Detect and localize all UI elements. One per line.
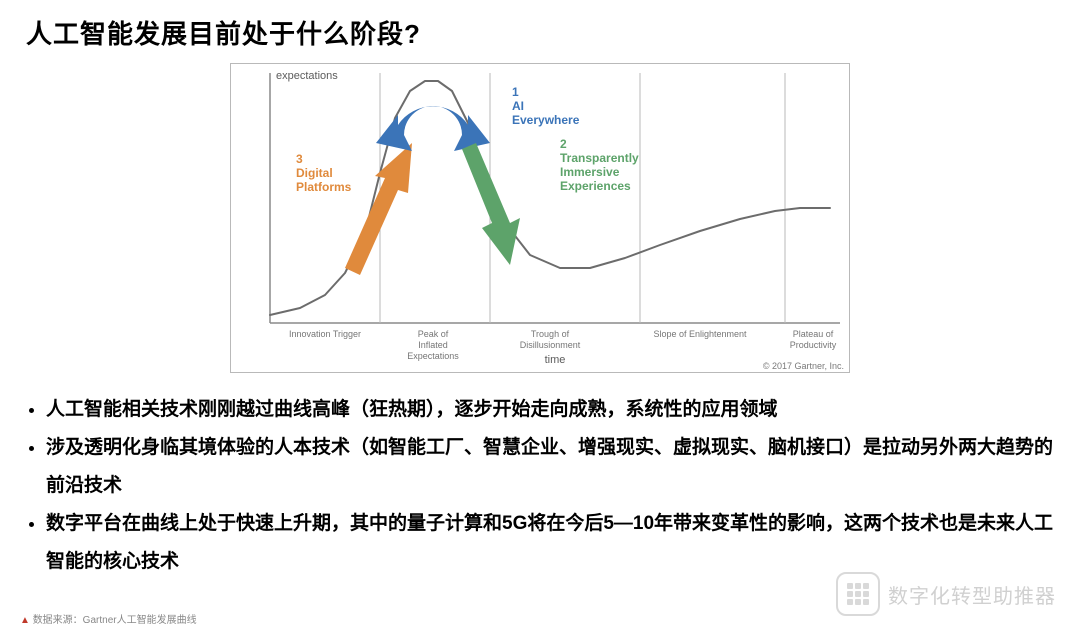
bullet-item: 涉及透明化身临其境体验的人本技术（如智能工厂、智慧企业、增强现实、虚拟现实、脑机… [46, 429, 1054, 505]
svg-text:Plateau ofProductivity: Plateau ofProductivity [790, 329, 837, 350]
svg-text:Innovation Trigger: Innovation Trigger [289, 329, 361, 339]
svg-text:time: time [545, 354, 566, 366]
svg-text:© 2017 Gartner, Inc.: © 2017 Gartner, Inc. [763, 361, 844, 371]
svg-text:expectations: expectations [276, 70, 338, 82]
bullet-item: 数字平台在曲线上处于快速上升期，其中的量子计算和5G将在今后5—10年带来变革性… [46, 505, 1054, 581]
watermark-text: 数字化转型助推器 [888, 580, 1056, 609]
svg-text:Slope of Enlightenment: Slope of Enlightenment [653, 329, 747, 339]
slide-root: 人工智能发展目前处于什么阶段? expectations3DigitalPlat… [0, 0, 1080, 634]
slide-title: 人工智能发展目前处于什么阶段? [26, 14, 1054, 51]
hype-cycle-chart: expectations3DigitalPlatforms1AIEverywhe… [230, 63, 850, 373]
bullet-list: 人工智能相关技术刚刚越过曲线高峰（狂热期），逐步开始走向成熟，系统性的应用领域 … [26, 391, 1054, 581]
bullet-item: 人工智能相关技术刚刚越过曲线高峰（狂热期），逐步开始走向成熟，系统性的应用领域 [46, 391, 1054, 429]
watermark: 数字化转型助推器 [836, 572, 1056, 616]
source-footer: 数据来源：Gartner人工智能发展曲线 [20, 611, 197, 626]
wechat-mp-icon [836, 572, 880, 616]
